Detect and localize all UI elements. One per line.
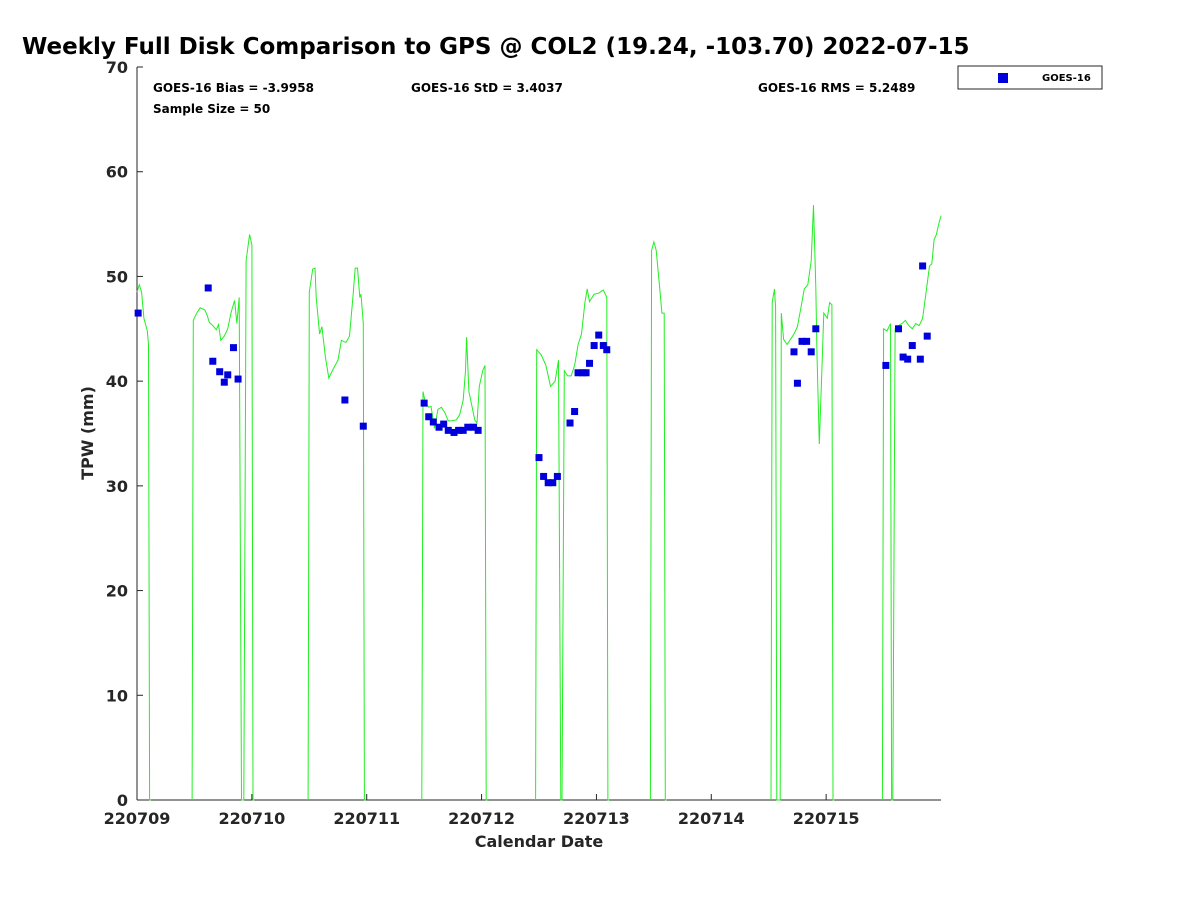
x-tick-label: 220711 [333, 809, 400, 828]
goes16-point [798, 337, 806, 345]
goes16-point [464, 423, 472, 431]
goes16-point [209, 357, 217, 365]
goes16-point [470, 423, 478, 431]
goes16-point [444, 426, 452, 434]
x-tick-label: 220712 [448, 809, 515, 828]
std-stat: GOES-16 StD = 3.4037 [411, 81, 563, 95]
goes16-point [586, 359, 594, 367]
goes16-point [803, 337, 811, 345]
gps-line-segment [307, 267, 366, 801]
y-tick-label: 30 [106, 477, 128, 496]
gps-line-segment [881, 215, 942, 801]
goes16-point [359, 422, 367, 430]
goes16-point [916, 355, 924, 363]
goes16-point [553, 472, 561, 480]
goes16-point [812, 325, 820, 333]
gps-line-segment [191, 234, 255, 801]
goes16-point [590, 342, 598, 350]
goes16-point [440, 420, 448, 428]
y-axis-label: TPW (mm) [78, 386, 97, 480]
goes16-point [450, 428, 458, 436]
goes16-point [919, 262, 927, 270]
goes16-point [899, 353, 907, 361]
gps-series [136, 205, 942, 801]
goes16-point [807, 348, 815, 356]
goes16-point [566, 419, 574, 427]
goes16-point [549, 479, 557, 487]
x-tick-label: 220715 [793, 809, 860, 828]
goes16-point [595, 331, 603, 339]
goes16-point [425, 413, 433, 421]
goes16-point [229, 344, 237, 352]
gps-line-segment [535, 288, 610, 801]
goes16-point [234, 375, 242, 383]
goes16-point [474, 426, 482, 434]
goes16-point [134, 309, 142, 317]
legend-box [957, 65, 1103, 90]
legend: GOES-16 [957, 65, 1103, 90]
x-tick-label: 220713 [563, 809, 630, 828]
goes16-point [574, 369, 582, 377]
goes16-point [535, 454, 543, 462]
gps-line-segment [649, 240, 667, 801]
chart-title: Weekly Full Disk Comparison to GPS @ COL… [22, 34, 970, 60]
y-tick-label: 20 [106, 582, 128, 601]
plot-area [137, 67, 941, 800]
goes16-series [134, 262, 931, 487]
goes16-point [923, 332, 931, 340]
x-axis-ticks: 220709 220710 220711 220712 220713 220714 2207… [104, 794, 860, 828]
goes16-point [793, 379, 801, 387]
gps-line-segment [136, 283, 151, 801]
bias-stat: GOES-16 Bias = -3.9958 [153, 81, 314, 95]
y-axis-ticks: 0 10 20 30 40 50 60 70 [106, 58, 143, 810]
y-tick-label: 0 [117, 791, 128, 810]
goes16-point [429, 418, 437, 426]
y-tick-label: 60 [106, 163, 128, 182]
y-tick-label: 70 [106, 58, 128, 77]
sample-size-stat: Sample Size = 50 [153, 102, 270, 116]
rms-stat: GOES-16 RMS = 5.2489 [758, 81, 915, 95]
goes16-point [420, 399, 428, 407]
y-tick-label: 10 [106, 686, 128, 705]
goes16-point [895, 325, 903, 333]
y-tick-label: 40 [106, 372, 128, 391]
goes16-point [455, 426, 463, 434]
x-axis-label: Calendar Date [475, 832, 604, 851]
goes16-point [216, 368, 224, 376]
goes16-point [908, 342, 916, 350]
x-tick-label: 220709 [104, 809, 171, 828]
goes16-point [882, 361, 890, 369]
goes16-point [582, 369, 590, 377]
goes16-point [599, 342, 607, 350]
x-tick-label: 220714 [678, 809, 745, 828]
goes16-point [544, 479, 552, 487]
y-tick-label: 50 [106, 267, 128, 286]
goes16-point [603, 346, 611, 354]
goes16-point [540, 472, 548, 480]
x-tick-label: 220710 [218, 809, 285, 828]
goes16-point [904, 355, 912, 363]
goes16-point [435, 423, 443, 431]
goes16-point [204, 284, 212, 292]
goes16-point [459, 426, 467, 434]
goes16-point [220, 378, 228, 386]
goes16-point [341, 396, 349, 404]
gps-line-segment [770, 205, 835, 801]
goes16-point [224, 371, 232, 379]
legend-marker [998, 73, 1008, 83]
legend-label: GOES-16 [1042, 73, 1091, 84]
gps-line-segment [421, 337, 488, 801]
goes16-point [790, 348, 798, 356]
goes16-point [571, 408, 579, 416]
